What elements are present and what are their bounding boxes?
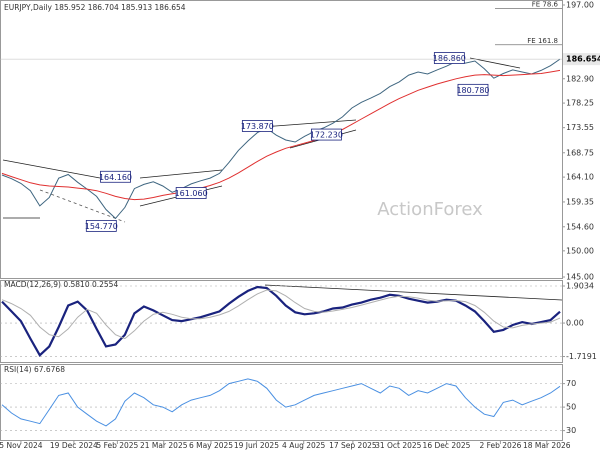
trendline bbox=[261, 119, 357, 128]
annotation-box bbox=[85, 219, 117, 232]
annotation-label: 164.160 bbox=[99, 173, 132, 182]
annotation-label: 180.780 bbox=[456, 86, 489, 95]
annotation-label: 173.870 bbox=[241, 122, 274, 131]
y-tick-label: 168.75 bbox=[566, 148, 594, 157]
annotation-box bbox=[241, 120, 273, 132]
y-tick-label: 70 bbox=[566, 379, 576, 388]
y-tick-label: 50 bbox=[566, 403, 576, 412]
y-tick-label: 197.00 bbox=[566, 1, 594, 10]
y-tick-label: -1.7191 bbox=[566, 352, 597, 361]
trendline bbox=[469, 57, 521, 69]
price-pane bbox=[0, 0, 563, 279]
y-tick-label: 164.10 bbox=[566, 173, 594, 182]
y-tick-label: 182.90 bbox=[566, 74, 594, 83]
trendline bbox=[139, 169, 223, 179]
trendline bbox=[264, 284, 563, 301]
series-line bbox=[1, 69, 561, 201]
rsi-pane bbox=[0, 364, 563, 441]
x-tick-label: 6 May 2025 bbox=[189, 441, 233, 450]
x-tick-label: 17 Sep 2025 bbox=[329, 441, 377, 450]
macd-pane bbox=[0, 280, 563, 363]
annotation-box bbox=[175, 187, 207, 199]
x-tick-label: 31 Oct 2025 bbox=[375, 441, 422, 450]
fe-label: FE 78.6 bbox=[532, 1, 559, 9]
annotation-box bbox=[100, 170, 131, 183]
y-tick-label: 0.00 bbox=[566, 319, 584, 328]
y-tick-label: 1.9034 bbox=[566, 281, 594, 290]
trendline bbox=[39, 189, 126, 223]
y-tick-label: 154.60 bbox=[566, 222, 594, 231]
x-tick-label: 21 Mar 2025 bbox=[140, 441, 188, 450]
x-tick-label: 2 Feb 2026 bbox=[479, 441, 521, 450]
annotation-label: 186.860 bbox=[433, 54, 466, 63]
x-tick-label: 19 Jun 2025 bbox=[234, 441, 279, 450]
trendline bbox=[2, 159, 101, 179]
annotation-label: 154.770 bbox=[85, 222, 118, 231]
pane-title: EURJPY,Daily 185.952 186.704 185.913 186… bbox=[4, 3, 186, 12]
last-price-box bbox=[563, 53, 600, 66]
series-line bbox=[1, 378, 561, 427]
y-tick-label: 30 bbox=[566, 426, 576, 435]
x-tick-label: 19 Dec 2024 bbox=[50, 441, 98, 450]
annotation-box bbox=[433, 52, 465, 64]
annotation-box bbox=[457, 83, 489, 96]
series-line bbox=[1, 289, 561, 340]
pane-title: RSI(14) 67.6768 bbox=[4, 365, 65, 374]
x-tick-label: 5 Feb 2025 bbox=[96, 441, 138, 450]
y-tick-label: 173.55 bbox=[566, 123, 594, 132]
annotation-box bbox=[310, 128, 342, 141]
y-tick-label: 178.25 bbox=[566, 99, 594, 108]
x-tick-label: 16 Dec 2025 bbox=[423, 441, 471, 450]
y-tick-label: 159.35 bbox=[566, 197, 594, 206]
fe-label: FE 161.8 bbox=[527, 37, 558, 45]
y-tick-label: 150.00 bbox=[566, 246, 594, 255]
pane-title: MACD(12,26,9) 0.5810 0.2554 bbox=[4, 280, 118, 289]
last-price-label: 186.654 bbox=[566, 55, 600, 64]
series-line bbox=[1, 285, 561, 357]
x-tick-label: 5 Nov 2024 bbox=[0, 441, 43, 450]
annotation-label: 161.060 bbox=[175, 189, 208, 198]
x-tick-label: 4 Aug 2025 bbox=[282, 441, 325, 450]
series-line bbox=[1, 58, 561, 220]
y-tick-label: 145.00 bbox=[566, 273, 594, 282]
annotation-label: 172.230 bbox=[310, 131, 343, 140]
watermark: ActionForex bbox=[377, 199, 483, 220]
x-tick-label: 18 Mar 2026 bbox=[523, 441, 571, 450]
